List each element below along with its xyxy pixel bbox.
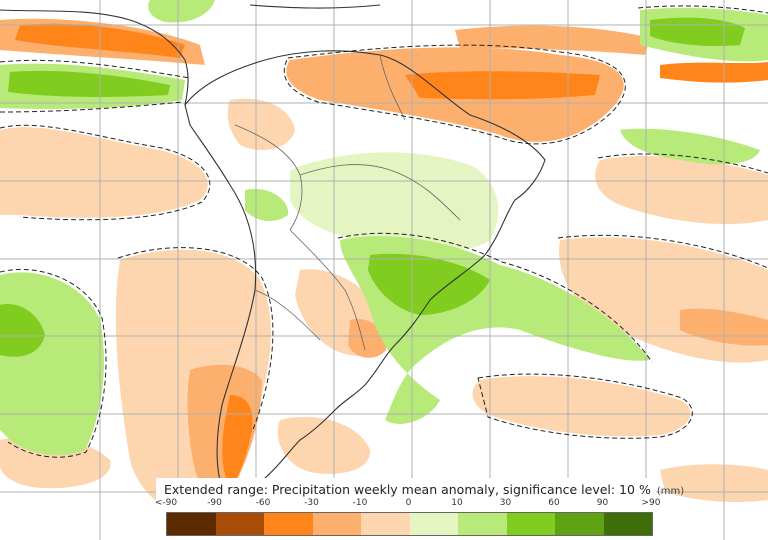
legend-tick-label: 0: [405, 498, 412, 508]
legend-ticks: <-90 -90 -60 -30 -10 0 10 30 60 90 >90: [155, 498, 661, 512]
significance-contour: [557, 234, 768, 269]
legend-title: Extended range: Precipitation weekly mea…: [164, 482, 684, 497]
legend-tick-label: -30: [304, 498, 319, 508]
legend-tick-label: >90: [641, 498, 661, 508]
dry-region: [0, 127, 208, 218]
legend-swatch: [361, 513, 410, 535]
legend-unit: (mm): [656, 486, 685, 497]
south-america-coastline: [184, 50, 546, 497]
caribbean-islands: [249, 4, 381, 9]
legend-swatch: [458, 513, 507, 535]
border-line: [379, 54, 406, 121]
legend-colorbar: [166, 512, 653, 536]
significance-contour: [0, 59, 191, 79]
legend-title-text: Extended range: Precipitation weekly mea…: [164, 482, 651, 497]
legend-tick-label: 30: [499, 498, 512, 508]
border-line: [299, 164, 461, 221]
dry-region: [277, 416, 371, 474]
dry-region: [660, 62, 768, 83]
wet-region: [245, 189, 289, 222]
significance-contour: [637, 5, 768, 14]
border-line: [254, 289, 321, 341]
wet-region: [290, 152, 499, 250]
significance-contour: [0, 101, 183, 113]
legend-tick-label: 90: [596, 498, 609, 508]
wet-region: [0, 272, 105, 456]
legend-tick-label: -10: [352, 498, 368, 508]
legend-swatch: [506, 513, 555, 535]
legend-tick-label: <-90: [154, 498, 178, 508]
legend-tick-label: -60: [255, 498, 271, 508]
legend-swatch: [167, 513, 216, 535]
dry-region: [227, 98, 295, 150]
wet-region: [620, 128, 760, 165]
legend: Extended range: Precipitation weekly mea…: [155, 478, 684, 540]
wet-region: [0, 304, 45, 357]
legend-swatch: [264, 513, 313, 535]
anomaly-fields: [0, 0, 768, 520]
significance-contour: [0, 124, 211, 221]
legend-tick-label: 10: [451, 498, 463, 508]
legend-swatch: [409, 513, 458, 535]
legend-swatch: [555, 513, 604, 535]
border-line: [234, 124, 303, 231]
legend-tick-label: -90: [207, 498, 222, 508]
wet-region: [368, 253, 490, 315]
significance-contours: [0, 5, 768, 458]
dry-region: [455, 25, 650, 55]
dry-region: [222, 395, 253, 485]
significance-contour: [337, 232, 653, 363]
significance-contour: [597, 153, 768, 174]
legend-swatch: [603, 513, 652, 535]
border-line: [289, 229, 366, 351]
dry-region: [472, 376, 691, 437]
dry-region: [660, 464, 768, 503]
coastlines: [0, 4, 546, 497]
significance-contour: [283, 44, 626, 145]
central-america-coastline: [0, 9, 189, 106]
significance-contour: [117, 247, 274, 433]
significance-contour: [0, 268, 107, 458]
dry-region: [595, 155, 768, 225]
significance-contour: [477, 373, 693, 439]
dry-region: [405, 71, 600, 100]
legend-swatch: [312, 513, 361, 535]
legend-swatch: [215, 513, 264, 535]
wet-region: [148, 0, 215, 23]
wet-region: [8, 70, 170, 97]
legend-tick-label: 60: [548, 498, 560, 508]
country-borders: [234, 54, 461, 351]
